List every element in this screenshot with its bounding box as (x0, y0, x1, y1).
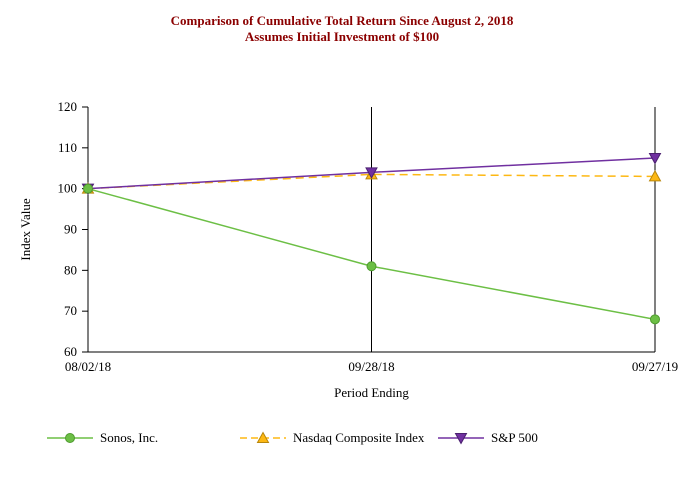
y-tick-label: 100 (58, 181, 78, 196)
y-tick-label: 70 (64, 303, 77, 318)
legend-label-nasdaq: Nasdaq Composite Index (293, 430, 425, 445)
y-tick-label: 60 (64, 344, 77, 359)
series-1-marker (648, 169, 662, 182)
y-tick-label: 110 (58, 140, 77, 155)
legend-item-sp500: S&P 500 (438, 430, 538, 446)
y-tick-label: 120 (58, 99, 78, 114)
series-0-marker (83, 183, 93, 194)
y-tick-label: 90 (64, 222, 77, 237)
legend-label-sp500: S&P 500 (491, 430, 538, 445)
y-tick-label: 80 (64, 262, 77, 277)
legend-sample-nasdaq (240, 431, 286, 443)
series-2-marker (648, 153, 662, 165)
series-0-marker (650, 314, 660, 325)
legend-sample-sonos (47, 433, 93, 443)
x-tick-label: 08/02/18 (65, 359, 111, 374)
legend-sample-sp500 (438, 433, 484, 445)
x-tick-label: 09/27/19 (632, 359, 678, 374)
legend-sample-marker (454, 433, 468, 445)
x-axis-title: Period Ending (334, 385, 409, 400)
legend: Sonos, Inc. Nasdaq Composite Index S&P 5… (0, 430, 684, 450)
chart-subtitle: Assumes Initial Investment of $100 (244, 29, 440, 44)
legend-item-sonos: Sonos, Inc. (47, 430, 158, 446)
chart-title-block: Comparison of Cumulative Total Return Si… (0, 13, 684, 45)
y-axis-title: Index Value (18, 198, 33, 260)
chart-title: Comparison of Cumulative Total Return Si… (170, 13, 514, 28)
legend-item-nasdaq: Nasdaq Composite Index (240, 430, 424, 446)
legend-sample-marker (65, 433, 75, 443)
series-2-marker (365, 167, 378, 179)
x-tick-label: 09/28/18 (348, 359, 394, 374)
series-0-marker (366, 261, 377, 272)
legend-sample-marker (256, 431, 270, 443)
legend-label-sonos: Sonos, Inc. (100, 430, 159, 445)
